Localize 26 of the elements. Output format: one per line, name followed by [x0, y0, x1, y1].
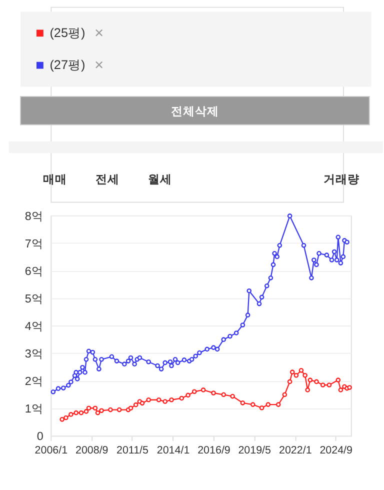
legend-label: (25평): [50, 26, 86, 40]
y-tick-label: 1억: [24, 402, 44, 416]
x-tick-label: 2006/1: [34, 444, 68, 457]
text: 월세: [148, 173, 172, 186]
text: 매매: [42, 173, 67, 186]
x-tick-label: 2014/1: [156, 444, 190, 457]
y-tick-label: 3억: [24, 347, 44, 360]
text: ×: [94, 25, 104, 42]
y-tick-label: 6억: [24, 264, 44, 278]
x-tick-label: 2019/5: [238, 444, 272, 457]
x-tick-label: 2011/5: [116, 444, 149, 457]
y-tick-label: 4억: [24, 320, 44, 333]
x-tick-label: 2024/9: [320, 444, 353, 457]
text: 거래량: [324, 173, 360, 186]
legend-label: (27평): [50, 58, 86, 72]
x-tick-label: 2008/9: [75, 444, 108, 457]
text: 전체삭제: [170, 105, 219, 118]
y-tick-label: 2억: [24, 374, 44, 388]
y-tick-label: 8억: [24, 210, 44, 223]
x-tick-label: 2016/9: [198, 444, 230, 457]
text: 전세: [96, 173, 120, 186]
y-tick-label: 7억: [24, 237, 44, 250]
text: ×: [94, 57, 104, 74]
x-tick-label: 2022/1: [278, 444, 312, 457]
y-tick-label: 0: [36, 430, 44, 444]
y-tick-label: 5억: [24, 292, 44, 306]
